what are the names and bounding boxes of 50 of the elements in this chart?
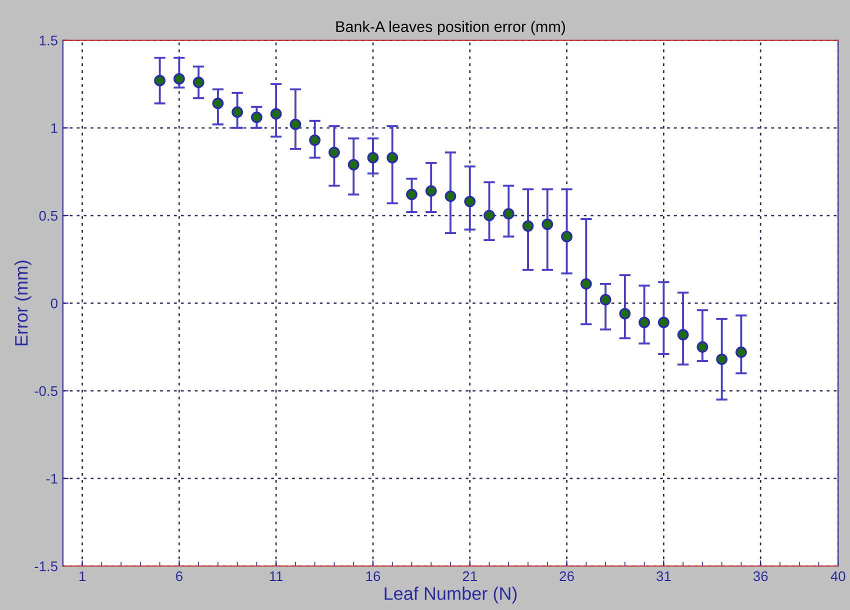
chart-title: Bank-A leaves position error (mm) [336, 20, 566, 36]
point [173, 73, 185, 85]
y-axis-title: Error (mm) [14, 260, 32, 346]
point [444, 190, 456, 202]
point [367, 152, 379, 164]
point [522, 220, 534, 232]
y-tick-label: 1 [51, 123, 58, 133]
point [561, 230, 572, 242]
point [736, 346, 747, 358]
point [406, 188, 418, 200]
y-tick-label: 0.5 [39, 210, 58, 221]
x-tick-label: 40 [830, 571, 846, 582]
point [464, 196, 476, 208]
y-tick-label: -1 [46, 474, 58, 484]
x-tick-label: 36 [753, 571, 768, 582]
point [716, 354, 728, 365]
point [425, 185, 437, 197]
point [600, 294, 612, 306]
point [502, 208, 514, 220]
point [658, 316, 670, 328]
point [232, 106, 244, 118]
x-tick-label: 6 [176, 571, 182, 582]
point [328, 146, 340, 158]
y-tick-label: 0 [50, 298, 58, 308]
point [154, 74, 166, 86]
point [619, 308, 631, 320]
x-tick-label: 16 [366, 571, 380, 582]
x-tick-label: 26 [560, 571, 574, 582]
point [290, 118, 302, 130]
x-tick-label: 31 [656, 571, 671, 582]
x-axis-title: Leaf Number (N) [384, 586, 517, 604]
point [270, 108, 282, 120]
x-tick-label: 11 [270, 571, 283, 582]
point [696, 341, 708, 353]
point [638, 316, 650, 328]
x-tick-label: 1 [79, 571, 86, 582]
point [192, 76, 204, 88]
point [251, 112, 262, 124]
point [212, 98, 224, 110]
point [348, 159, 360, 170]
x-tick-label: 21 [462, 571, 477, 582]
point [677, 329, 689, 340]
y-tick-label: -1.5 [34, 562, 58, 572]
point [542, 218, 554, 230]
y-tick-label: -0.5 [34, 386, 58, 396]
point [484, 210, 495, 222]
point [580, 278, 592, 290]
point [309, 134, 321, 146]
point [386, 152, 398, 164]
y-tick-label: 1.5 [40, 36, 58, 46]
